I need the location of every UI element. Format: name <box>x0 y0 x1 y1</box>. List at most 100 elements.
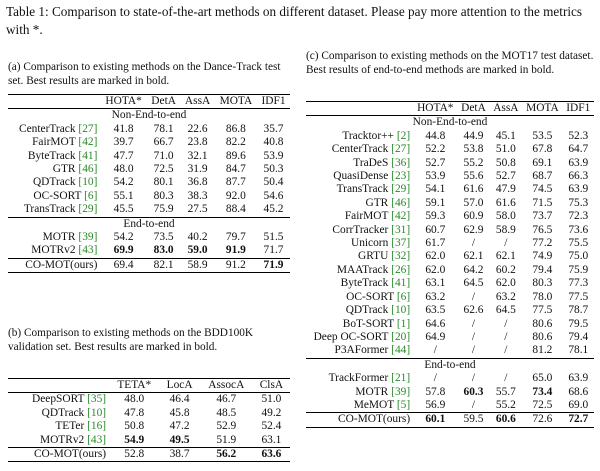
table-row: MOTRv2 [43] 69.9 83.0 59.0 91.9 71.7 <box>8 244 290 258</box>
table-cell: 62.9 <box>463 223 484 236</box>
citation-link[interactable]: [46] <box>78 163 98 176</box>
citation-link[interactable]: [35] <box>87 393 107 406</box>
table-row: CorrTracker [31] 60.7 62.9 58.9 76.5 73.6 <box>306 224 594 237</box>
method-name: MOTR [39] <box>306 386 413 399</box>
citation-link[interactable]: [42] <box>78 136 98 149</box>
citation-link[interactable]: [26] <box>391 263 411 276</box>
citation-link[interactable]: [1] <box>396 317 411 330</box>
table-cell: 80.3 <box>153 189 174 202</box>
method-label: MAATrack <box>336 263 389 276</box>
method-name: QDTrack [10] <box>8 176 100 189</box>
table-cell: 76.5 <box>532 223 553 236</box>
col-header-assa: AssA <box>180 93 215 110</box>
table-cell: 58.0 <box>495 210 516 223</box>
citation-link[interactable]: [32] <box>391 250 411 263</box>
table-cell: 77.2 <box>532 237 553 250</box>
table-cell: 73.7 <box>532 210 553 223</box>
table-cell: 51.5 <box>263 231 284 244</box>
table-cell: 80.1 <box>153 176 174 189</box>
table-cell: 48.0 <box>124 393 145 406</box>
table-cell: 61.6 <box>495 196 516 209</box>
citation-link[interactable]: [43] <box>78 244 98 257</box>
citation-link[interactable]: [42] <box>391 210 411 223</box>
method-label: MOTR <box>355 385 389 398</box>
table-row: Unicorn [37] 61.7 / / 77.2 75.5 <box>306 237 594 250</box>
table-cell: 59.3 <box>425 210 446 223</box>
citation-link[interactable]: [27] <box>78 122 98 135</box>
citation-link[interactable]: [46] <box>391 196 411 209</box>
table-cell: 47.2 <box>169 420 190 433</box>
table-cell: / <box>504 317 508 330</box>
citation-link[interactable]: [41] <box>78 149 98 162</box>
table-cell: 82.2 <box>225 136 246 149</box>
citation-link[interactable]: [5] <box>396 398 411 411</box>
table-cell: 41.8 <box>113 122 134 135</box>
method-label: MOTR <box>42 231 76 244</box>
method-label: MOTRv2 <box>31 244 76 257</box>
citation-link[interactable]: [20] <box>391 330 411 343</box>
table-cell: 71.9 <box>257 257 290 274</box>
method-name: CO-MOT(ours) <box>8 257 101 274</box>
table-cell: 60.6 <box>489 412 523 428</box>
citation-link[interactable]: [43] <box>87 433 107 446</box>
citation-link[interactable]: [23] <box>391 170 411 183</box>
citation-link[interactable]: [37] <box>391 237 411 250</box>
citation-link[interactable]: [36] <box>391 156 411 169</box>
citation-link[interactable]: [29] <box>391 183 411 196</box>
table-cell: 84.7 <box>225 163 246 176</box>
method-name: FairMOT [42] <box>8 136 100 149</box>
citation-link[interactable]: [39] <box>391 385 411 398</box>
table-cell: / <box>504 344 508 357</box>
table-cell: 80.6 <box>532 317 553 330</box>
method-name: DeepSORT [35] <box>8 393 109 407</box>
table-row: GRTU [32] 62.0 62.1 62.1 74.9 75.0 <box>306 250 594 263</box>
method-label: TransTrack <box>23 203 76 216</box>
citation-link[interactable]: [10] <box>391 304 411 317</box>
method-name: MOTRv2 [43] <box>8 434 109 448</box>
table-cell: 62.0 <box>425 263 446 276</box>
table-row: Tracktor++ [2] 44.8 44.9 45.1 53.5 52.3 <box>306 130 594 143</box>
citation-link[interactable]: [6] <box>396 290 411 303</box>
col-header-deta: DetA <box>457 100 490 117</box>
citation-link[interactable]: [44] <box>391 344 411 357</box>
section-label: End-to-end <box>306 357 594 373</box>
citation-link[interactable]: [27] <box>391 143 411 156</box>
table-cell: 56.9 <box>425 398 446 411</box>
table-cell: 52.8 <box>109 447 160 463</box>
table-cell: 78.7 <box>568 304 589 317</box>
method-label: FairMOT <box>344 210 389 223</box>
tbody: Tracktor++ [2] 44.8 44.9 45.1 53.5 52.3 Center… <box>306 130 594 358</box>
method-label: Deep OC-SORT <box>313 330 389 343</box>
table-cell: 81.2 <box>532 344 553 357</box>
table-cell: / <box>504 237 508 250</box>
citation-link[interactable]: [2] <box>396 129 411 142</box>
method-label: GTR <box>52 163 76 176</box>
table-dancetrack: HOTA* DetA AssA MOTA IDF1 Non-End-to-end… <box>8 93 290 274</box>
citation-link[interactable]: [39] <box>78 231 98 244</box>
citation-link[interactable]: [21] <box>391 372 411 385</box>
table-row: ByteTrack [41] 47.7 71.0 32.1 89.6 53.9 <box>8 150 290 163</box>
table-cell: 63.9 <box>568 183 589 196</box>
citation-link[interactable]: [41] <box>391 277 411 290</box>
table-row: MAATrack [26] 62.0 64.2 60.2 79.4 75.9 <box>306 264 594 277</box>
citation-link[interactable]: [31] <box>391 223 411 236</box>
citation-link[interactable]: [10] <box>78 176 98 189</box>
table-cell: 64.6 <box>425 317 446 330</box>
table-cell: 46.7 <box>216 393 237 406</box>
tbody: CenterTrack [27] 41.8 78.1 22.6 86.8 35.7 Fair… <box>8 123 290 217</box>
table-row: BoT-SORT [1] 64.6 / / 80.6 79.5 <box>306 318 594 331</box>
table-cell: 50.8 <box>124 420 145 433</box>
table-cell: 79.5 <box>568 317 589 330</box>
citation-link[interactable]: [29] <box>78 203 98 216</box>
citation-link[interactable]: [16] <box>87 420 107 433</box>
citation-link[interactable]: [10] <box>87 406 107 419</box>
table-cell: 63.9 <box>568 156 589 169</box>
table-row: DeepSORT [35] 48.0 46.4 46.7 51.0 <box>8 393 290 407</box>
table-cell: 50.8 <box>495 156 516 169</box>
citation-link[interactable]: [6] <box>84 189 98 202</box>
table-cell: 52.3 <box>568 129 589 142</box>
table-cell: 72.5 <box>532 398 553 411</box>
table-cell: 64.7 <box>568 143 589 156</box>
method-name: FairMOT [42] <box>306 210 413 223</box>
table-cell: 91.9 <box>225 244 246 257</box>
